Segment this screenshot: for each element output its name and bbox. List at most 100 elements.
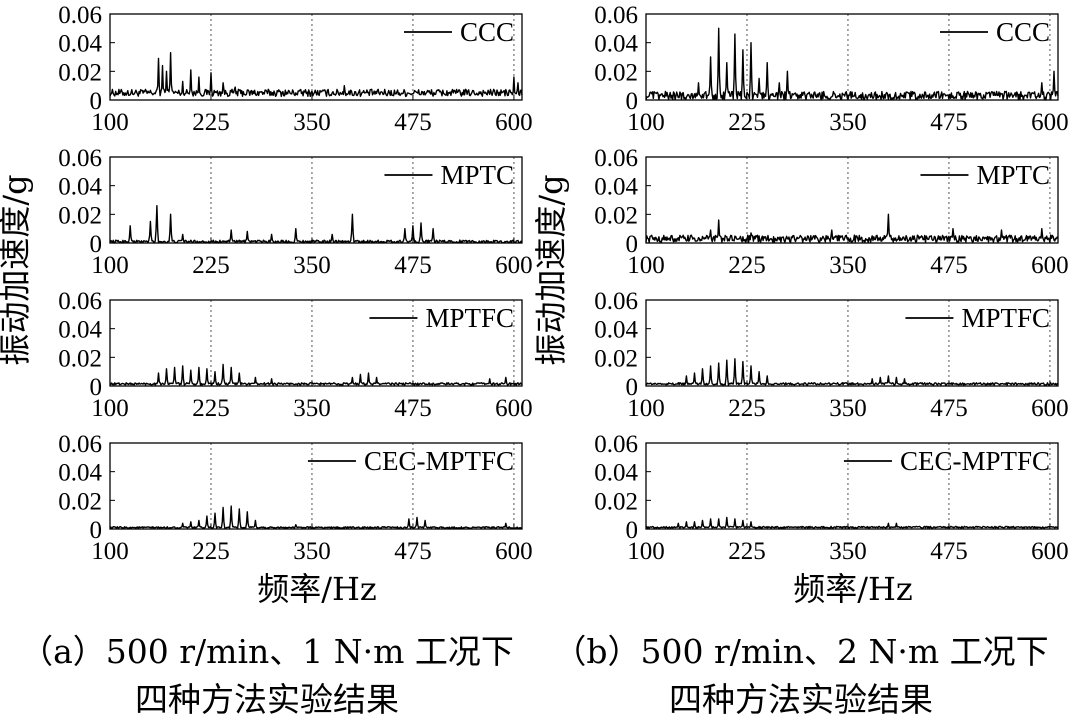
x-tick-label: 600	[1031, 395, 1068, 422]
y-tick-label: 0.06	[594, 145, 638, 172]
x-tick-label: 100	[91, 395, 129, 422]
x-tick-label: 350	[293, 538, 331, 565]
y-tick-label: 0	[90, 374, 103, 401]
y-tick-label: 0.02	[594, 345, 638, 372]
y-tick-label: 0.04	[594, 31, 638, 58]
y-tick-label: 0.06	[594, 2, 638, 29]
plot-frame	[645, 156, 1059, 244]
x-tick-label: 225	[728, 538, 766, 565]
x-tick-label: 600	[495, 395, 533, 422]
y-tick-label: 0.04	[594, 174, 638, 201]
caption-b: （b）500 r/min、2 N·m 工况下 四种方法实验结果	[534, 628, 1068, 724]
x-tick-label: 350	[829, 395, 867, 422]
x-tick-label: 100	[627, 109, 665, 136]
panel-b-1: 00.020.040.06 100 225 350 475 600 CCC	[594, 2, 1068, 136]
y-tick-label: 0.06	[594, 288, 638, 315]
y-tick-label: 0	[90, 517, 103, 544]
x-tick-label: 350	[829, 252, 867, 279]
y-tick-label: 0.04	[58, 31, 102, 58]
x-tick-label: 350	[293, 252, 331, 279]
caption-a: （a）500 r/min、1 N·m 工况下 四种方法实验结果	[0, 628, 534, 724]
y-tick-label: 0.06	[58, 145, 102, 172]
series-line	[645, 27, 1059, 101]
series-line	[109, 505, 523, 530]
x-tick-label: 350	[293, 395, 331, 422]
series-line	[645, 358, 1059, 386]
y-tick-label: 0	[626, 231, 639, 258]
legend-label: MPTFC	[425, 303, 514, 333]
ylabel-right: 振动加速度/g	[532, 174, 570, 365]
y-tick-label: 0.02	[594, 202, 638, 229]
x-tick-label: 225	[728, 395, 766, 422]
x-tick-label: 225	[192, 109, 230, 136]
legend-label: CCC	[996, 17, 1050, 47]
x-tick-label: 225	[192, 252, 230, 279]
series-line	[109, 52, 523, 98]
x-tick-label: 100	[91, 109, 129, 136]
x-tick-label: 225	[728, 109, 766, 136]
x-tick-label: 475	[930, 538, 968, 565]
y-tick-label: 0.02	[58, 345, 102, 372]
legend-label: CEC-MPTFC	[900, 446, 1050, 476]
y-tick-label: 0.02	[58, 488, 102, 515]
x-tick-label: 600	[1031, 109, 1068, 136]
x-tick-label: 600	[495, 538, 533, 565]
y-tick-label: 0	[90, 231, 103, 258]
x-tick-label: 475	[930, 109, 968, 136]
y-tick-label: 0.04	[594, 460, 638, 487]
x-tick-label: 350	[293, 109, 331, 136]
caption-a-line2: 四种方法实验结果	[135, 680, 399, 719]
y-tick-label: 0.06	[594, 431, 638, 458]
caption-b-line2: 四种方法实验结果	[669, 680, 933, 719]
x-tick-label: 475	[930, 395, 968, 422]
y-tick-label: 0.04	[58, 460, 102, 487]
panel-a-4: 00.020.040.06 100 225 350 475 600 CEC-MPTFC	[58, 431, 532, 565]
x-tick-label: 600	[1031, 538, 1068, 565]
xlabel-right: 频率/Hz	[793, 570, 913, 608]
series-line	[645, 213, 1059, 244]
plot-frame	[109, 442, 523, 530]
x-tick-label: 100	[91, 252, 129, 279]
y-tick-label: 0.06	[58, 2, 102, 29]
y-tick-label: 0.04	[58, 174, 102, 201]
panel-a-3: 00.020.040.06 100 225 350 475 600 MPTFC	[58, 288, 532, 422]
panel-b-3: 00.020.040.06 100 225 350 475 600 MPTFC	[594, 288, 1068, 422]
legend-label: CCC	[460, 17, 514, 47]
x-tick-label: 600	[1031, 252, 1068, 279]
plot-frame	[109, 299, 523, 387]
x-tick-label: 475	[394, 109, 432, 136]
y-tick-label: 0	[626, 88, 639, 115]
y-tick-label: 0.02	[58, 202, 102, 229]
legend-label: MPTFC	[961, 303, 1050, 333]
series-line	[109, 204, 523, 244]
plot-frame	[645, 299, 1059, 387]
y-tick-label: 0.02	[594, 59, 638, 86]
x-tick-label: 100	[91, 538, 129, 565]
legend-label: CEC-MPTFC	[364, 446, 514, 476]
x-tick-label: 225	[728, 252, 766, 279]
y-tick-label: 0	[626, 517, 639, 544]
ylabel-left: 振动加速度/g	[0, 174, 34, 365]
x-tick-label: 225	[192, 538, 230, 565]
x-tick-label: 100	[627, 252, 665, 279]
caption-a-line1: （a）500 r/min、1 N·m 工况下	[20, 632, 514, 671]
plot-frame	[645, 442, 1059, 530]
x-tick-label: 475	[394, 538, 432, 565]
plot-frame	[645, 13, 1059, 101]
y-tick-label: 0.02	[594, 488, 638, 515]
x-tick-label: 600	[495, 252, 533, 279]
plot-frame	[109, 13, 523, 101]
y-tick-label: 0	[626, 374, 639, 401]
caption-b-line1: （b）500 r/min、2 N·m 工况下	[553, 632, 1049, 671]
x-tick-label: 350	[829, 109, 867, 136]
series-line	[645, 516, 1059, 529]
legend-label: MPTC	[976, 160, 1050, 190]
panel-a-1: 00.020.040.06 100 225 350 475 600 CCC	[58, 2, 532, 136]
legend-label: MPTC	[440, 160, 514, 190]
panel-a-2: 00.020.040.06 100 225 350 475 600 MPTC	[58, 145, 532, 279]
x-tick-label: 475	[394, 252, 432, 279]
x-tick-label: 100	[627, 395, 665, 422]
x-tick-label: 225	[192, 395, 230, 422]
